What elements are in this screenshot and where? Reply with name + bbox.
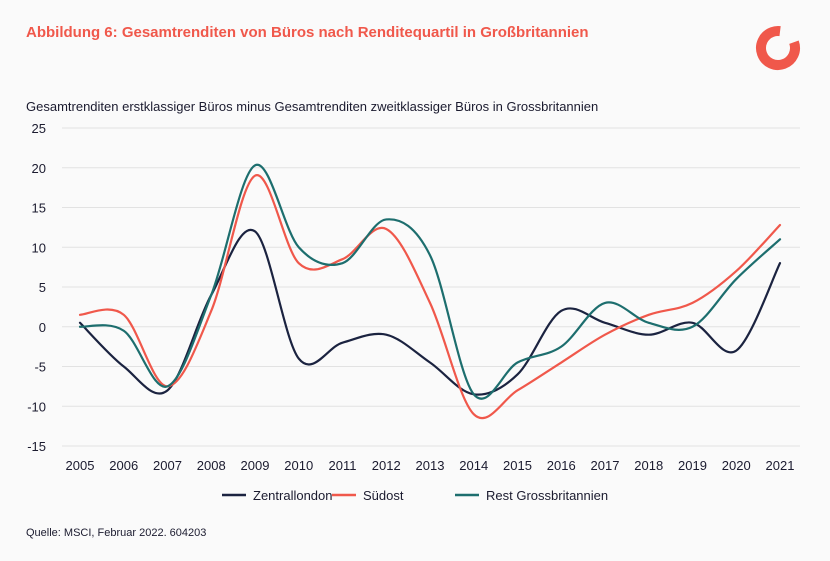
x-tick-label: 2020: [722, 458, 751, 473]
source-note: Quelle: MSCI, Februar 2022. 604203: [26, 527, 207, 539]
x-tick-label: 2013: [416, 458, 445, 473]
series-line-rest-grossbritannien: [78, 164, 782, 400]
y-tick-label: 0: [39, 320, 46, 335]
y-tick-label: 5: [39, 280, 46, 295]
y-tick-label: 20: [32, 161, 46, 176]
x-tick-label: 2014: [459, 458, 488, 473]
x-tick-label: 2006: [109, 458, 138, 473]
y-tick-label: -15: [27, 439, 46, 454]
red-ring-logo-icon: [756, 26, 800, 70]
x-tick-label: 2015: [503, 458, 532, 473]
x-tick-label: 2012: [372, 458, 401, 473]
chart-subtitle: Gesamtrenditen erstklassiger Büros minus…: [26, 99, 599, 114]
x-tick-label: 2008: [197, 458, 226, 473]
y-tick-label: 10: [32, 240, 46, 255]
y-tick-label: -10: [27, 399, 46, 414]
y-tick-label: 15: [32, 201, 46, 216]
x-tick-label: 2016: [547, 458, 576, 473]
x-tick-label: 2010: [284, 458, 313, 473]
legend-label-rest-grossbritannien: Rest Grossbritannien: [486, 488, 608, 503]
x-tick-label: 2011: [329, 458, 357, 473]
x-tick-label: 2021: [766, 458, 795, 473]
x-tick-label: 2009: [241, 458, 270, 473]
x-tick-label: 2017: [591, 458, 620, 473]
legend-label-suedost: Südost: [363, 488, 404, 503]
y-tick-label: -5: [34, 360, 46, 375]
x-tick-label: 2005: [66, 458, 95, 473]
chart-title: Abbildung 6: Gesamtrenditen von Büros na…: [26, 24, 589, 41]
legend-label-zentrallondon: Zentrallondon: [253, 488, 333, 503]
y-tick-label: 25: [32, 121, 46, 136]
series-line-suedost: [78, 174, 782, 420]
x-tick-label: 2007: [153, 458, 182, 473]
x-tick-label: 2019: [678, 458, 707, 473]
x-tick-label: 2018: [634, 458, 663, 473]
